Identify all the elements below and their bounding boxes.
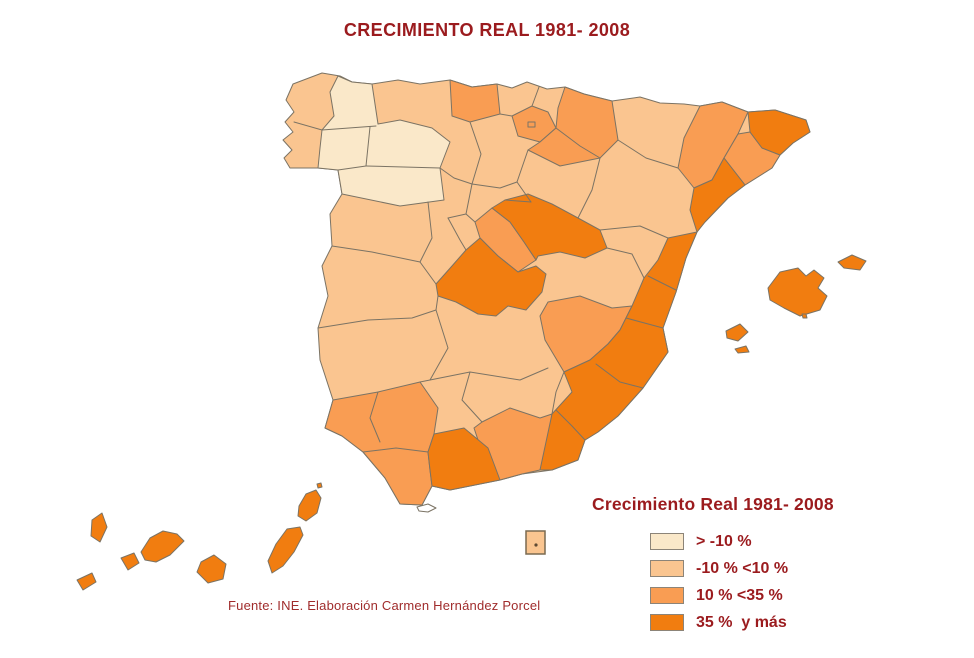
region-ibiza	[725, 323, 749, 342]
border-segovia-avila	[447, 213, 467, 219]
border-coruna-pontevedra	[293, 121, 323, 131]
region-mallorca	[767, 267, 828, 317]
page-title: CRECIMIENTO REAL 1981- 2008	[343, 20, 631, 40]
border-castellon-valencia	[647, 275, 677, 291]
region-guadalajara	[491, 193, 608, 261]
border-vizcaya-guipuzcoa	[531, 86, 540, 107]
border-burgos-segovia	[471, 181, 518, 189]
legend-label-1: -10 % <10 %	[696, 559, 789, 577]
region-menorca	[837, 254, 867, 271]
border-valladolid-segovia	[465, 183, 473, 215]
border-segovia-madrid	[465, 213, 476, 223]
border-alicante-murcia	[595, 363, 644, 389]
border-murcia-almeria	[555, 409, 586, 441]
border-cuenca-teruel	[606, 247, 645, 279]
legend-item-3: 35 % y más	[592, 609, 834, 636]
border-soria-zaragoza	[577, 157, 601, 219]
border-palencia-burgos	[469, 121, 482, 185]
border-palencia-valladolid	[439, 167, 473, 185]
border-caceres-norte	[331, 245, 421, 263]
border-segovia-soria	[504, 199, 532, 203]
border-huelva-sevilla	[369, 391, 381, 443]
ceuta-melilla-dot	[534, 543, 538, 547]
legend-item-2: 10 % <35 %	[592, 582, 834, 609]
region-girona	[747, 109, 811, 156]
legend-label-2: 10 % <35 %	[696, 586, 783, 604]
border-badajoz-ciudad-real	[429, 309, 449, 381]
region-castellon-valencia-alicante-murcia-almeria	[539, 231, 698, 471]
region-cabrera	[801, 313, 808, 319]
border-jaen-albacete	[551, 371, 565, 415]
border-badajoz-cordoba	[419, 379, 431, 383]
border-salamanca-avila	[419, 201, 433, 263]
border-leon-zamora	[365, 165, 441, 169]
region-lanzarote	[297, 489, 322, 522]
region-formentera	[734, 345, 750, 354]
region-tarragona	[689, 157, 746, 233]
region-el-hierro	[76, 572, 97, 591]
legend-swatch-1	[650, 560, 684, 577]
region-la-palma	[90, 512, 108, 543]
ceuta-melilla-box	[525, 530, 546, 555]
region-toledo	[435, 237, 547, 317]
region-cantabria	[449, 79, 501, 123]
region-islote-norte-lanzarote	[316, 482, 323, 489]
border-zaragoza-teruel	[599, 225, 669, 239]
border-sevilla-cadiz	[362, 447, 429, 453]
region-tenerife	[140, 530, 185, 563]
border-navarra-la-rioja-divide	[555, 127, 601, 159]
source-note: Fuente: INE. Elaboración Carmen Hernánde…	[228, 598, 541, 613]
region-huelva-sevilla-cadiz	[324, 381, 439, 506]
border-avila-madrid	[447, 217, 467, 251]
legend: Crecimiento Real 1981- 2008 > -10 % -10 %…	[592, 494, 834, 636]
region-gibraltar-islet	[416, 503, 437, 513]
border-badajoz-toledo	[435, 295, 439, 311]
legend-items: > -10 % -10 % <10 % 10 % <35 % 35 % y más	[592, 528, 834, 636]
border-trevino-enclave	[527, 121, 536, 128]
border-ciudad-real-sur	[429, 367, 549, 381]
legend-item-0: > -10 %	[592, 528, 834, 555]
region-fuerteventura	[267, 526, 304, 574]
border-valencia-alicante	[625, 317, 664, 329]
border-ourense-leon	[365, 126, 371, 167]
legend-swatch-2	[650, 587, 684, 604]
region-navarra-la-rioja	[527, 86, 619, 167]
region-lugo-ourense-leon-zamora	[317, 75, 451, 207]
border-cordoba-jaen	[461, 371, 483, 423]
legend-label-0: > -10 %	[696, 532, 752, 550]
legend-label-3: 35 % y más	[696, 613, 787, 631]
border-caceres-badajoz	[317, 309, 437, 329]
legend-title: Crecimiento Real 1981- 2008	[592, 494, 834, 514]
border-vizcaya-alava	[499, 113, 513, 117]
border-ourense-zamora	[337, 165, 367, 171]
region-gran-canaria	[196, 554, 227, 584]
legend-swatch-3	[650, 614, 684, 631]
border-lugo-ourense	[321, 125, 377, 131]
legend-swatch-0	[650, 533, 684, 550]
legend-item-1: -10 % <10 %	[592, 555, 834, 582]
border-caceres-toledo	[419, 261, 437, 285]
region-la-gomera	[120, 552, 140, 571]
border-huesca-zaragoza	[617, 139, 679, 169]
region-malaga	[427, 427, 501, 491]
